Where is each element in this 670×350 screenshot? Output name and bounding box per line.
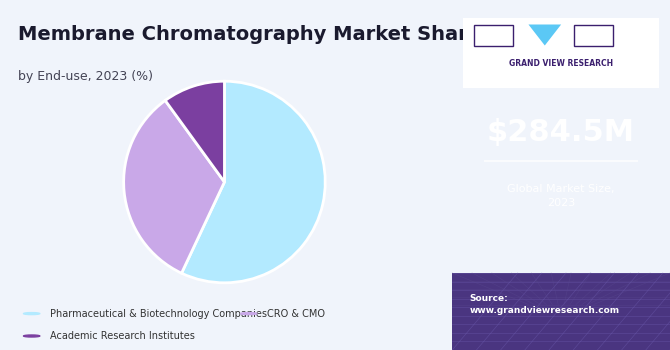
Text: by End-use, 2023 (%): by End-use, 2023 (%) xyxy=(18,70,153,83)
Wedge shape xyxy=(182,81,325,283)
Text: Source:
www.grandviewresearch.com: Source: www.grandviewresearch.com xyxy=(470,294,620,315)
Text: CRO & CMO: CRO & CMO xyxy=(267,309,325,318)
Polygon shape xyxy=(529,25,561,46)
Text: Academic Research Institutes: Academic Research Institutes xyxy=(50,331,194,341)
FancyBboxPatch shape xyxy=(463,18,659,88)
Circle shape xyxy=(241,313,257,315)
Wedge shape xyxy=(124,100,224,273)
Text: $284.5M: $284.5M xyxy=(487,119,635,147)
Text: GRAND VIEW RESEARCH: GRAND VIEW RESEARCH xyxy=(509,58,613,68)
Text: Membrane Chromatography Market Share: Membrane Chromatography Market Share xyxy=(18,25,481,43)
FancyBboxPatch shape xyxy=(452,273,670,350)
Wedge shape xyxy=(165,81,224,182)
FancyBboxPatch shape xyxy=(474,25,513,46)
Text: Global Market Size,
2023: Global Market Size, 2023 xyxy=(507,184,615,208)
Circle shape xyxy=(23,335,40,337)
FancyBboxPatch shape xyxy=(574,25,614,46)
Circle shape xyxy=(23,313,40,315)
Text: Pharmaceutical & Biotechnology Companies: Pharmaceutical & Biotechnology Companies xyxy=(50,309,267,318)
